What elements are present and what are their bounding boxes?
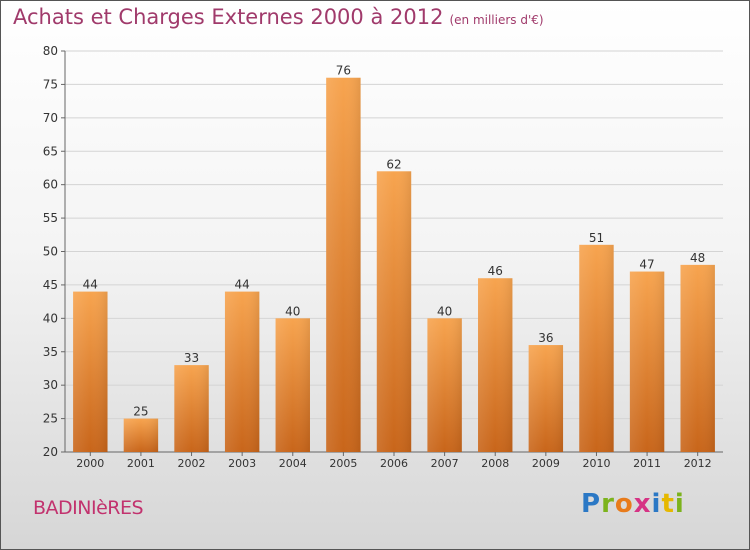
x-tick-label: 2009 [532,457,560,470]
data-labels: 44 25 33 44 40 76 62 40 46 36 51 47 48 [83,64,706,419]
bar-shade [680,264,715,452]
city-name: BADINIèRES [33,497,144,519]
data-label: 51 [589,231,604,245]
y-tick-label: 20 [43,445,58,459]
chart-title: Achats et Charges Externes 2000 à 2012 (e… [13,5,544,29]
bar-shade [579,244,614,452]
bar-shade [326,77,361,452]
data-label: 46 [488,264,503,278]
data-label: 48 [690,251,705,265]
bar-shade [73,291,108,452]
data-label: 47 [639,258,654,272]
x-tick-label: 2006 [380,457,408,470]
chart-subtitle: (en milliers d'€) [449,13,544,27]
bar-shade [528,345,564,452]
bar-shade [123,418,159,452]
bar-shade [376,171,412,453]
bar-shade [629,271,665,452]
bar-shade [224,291,260,452]
y-tick-label: 80 [43,44,58,58]
data-label: 62 [386,157,401,171]
data-label: 40 [285,304,300,318]
x-tick-label: 2011 [633,457,661,470]
data-label: 40 [437,304,452,318]
data-label: 33 [184,351,199,365]
x-tick-label: 2008 [481,457,509,470]
bar-shade [275,318,310,452]
x-tick-label: 2012 [684,457,712,470]
y-tick-label: 45 [43,278,58,292]
bar-shade [174,365,209,452]
data-label: 44 [235,278,250,292]
x-tick-label: 2000 [76,457,104,470]
x-tick-label: 2007 [431,457,459,470]
y-tick-label: 30 [43,378,58,392]
x-tick-label: 2002 [178,457,206,470]
x-tick-label: 2005 [329,457,357,470]
data-label: 44 [83,278,98,292]
y-tick-label: 65 [43,144,58,158]
axes: 20 25 30 35 40 45 50 55 60 65 70 75 80 2000 2001 2002 20… [43,44,723,470]
y-tick-label: 55 [43,211,58,225]
x-tick-label: 2010 [582,457,610,470]
data-label: 36 [538,331,553,345]
bar-shade [427,318,462,452]
x-tick-label: 2004 [279,457,307,470]
y-tick-label: 25 [43,412,58,426]
y-tick-label: 75 [43,77,58,91]
y-tick-label: 35 [43,345,58,359]
data-label: 76 [336,64,351,78]
y-tick-label: 40 [43,311,58,325]
proxiti-logo: Proxiti [581,489,685,519]
x-tick-label: 2003 [228,457,256,470]
bars [73,77,715,453]
y-tick-label: 60 [43,178,58,192]
bar-shade [478,278,513,452]
y-tick-label: 70 [43,111,58,125]
x-tick-label: 2001 [127,457,155,470]
data-label: 25 [133,405,148,419]
y-tick-label: 50 [43,245,58,259]
chart-title-text: Achats et Charges Externes 2000 à 2012 [13,5,444,29]
